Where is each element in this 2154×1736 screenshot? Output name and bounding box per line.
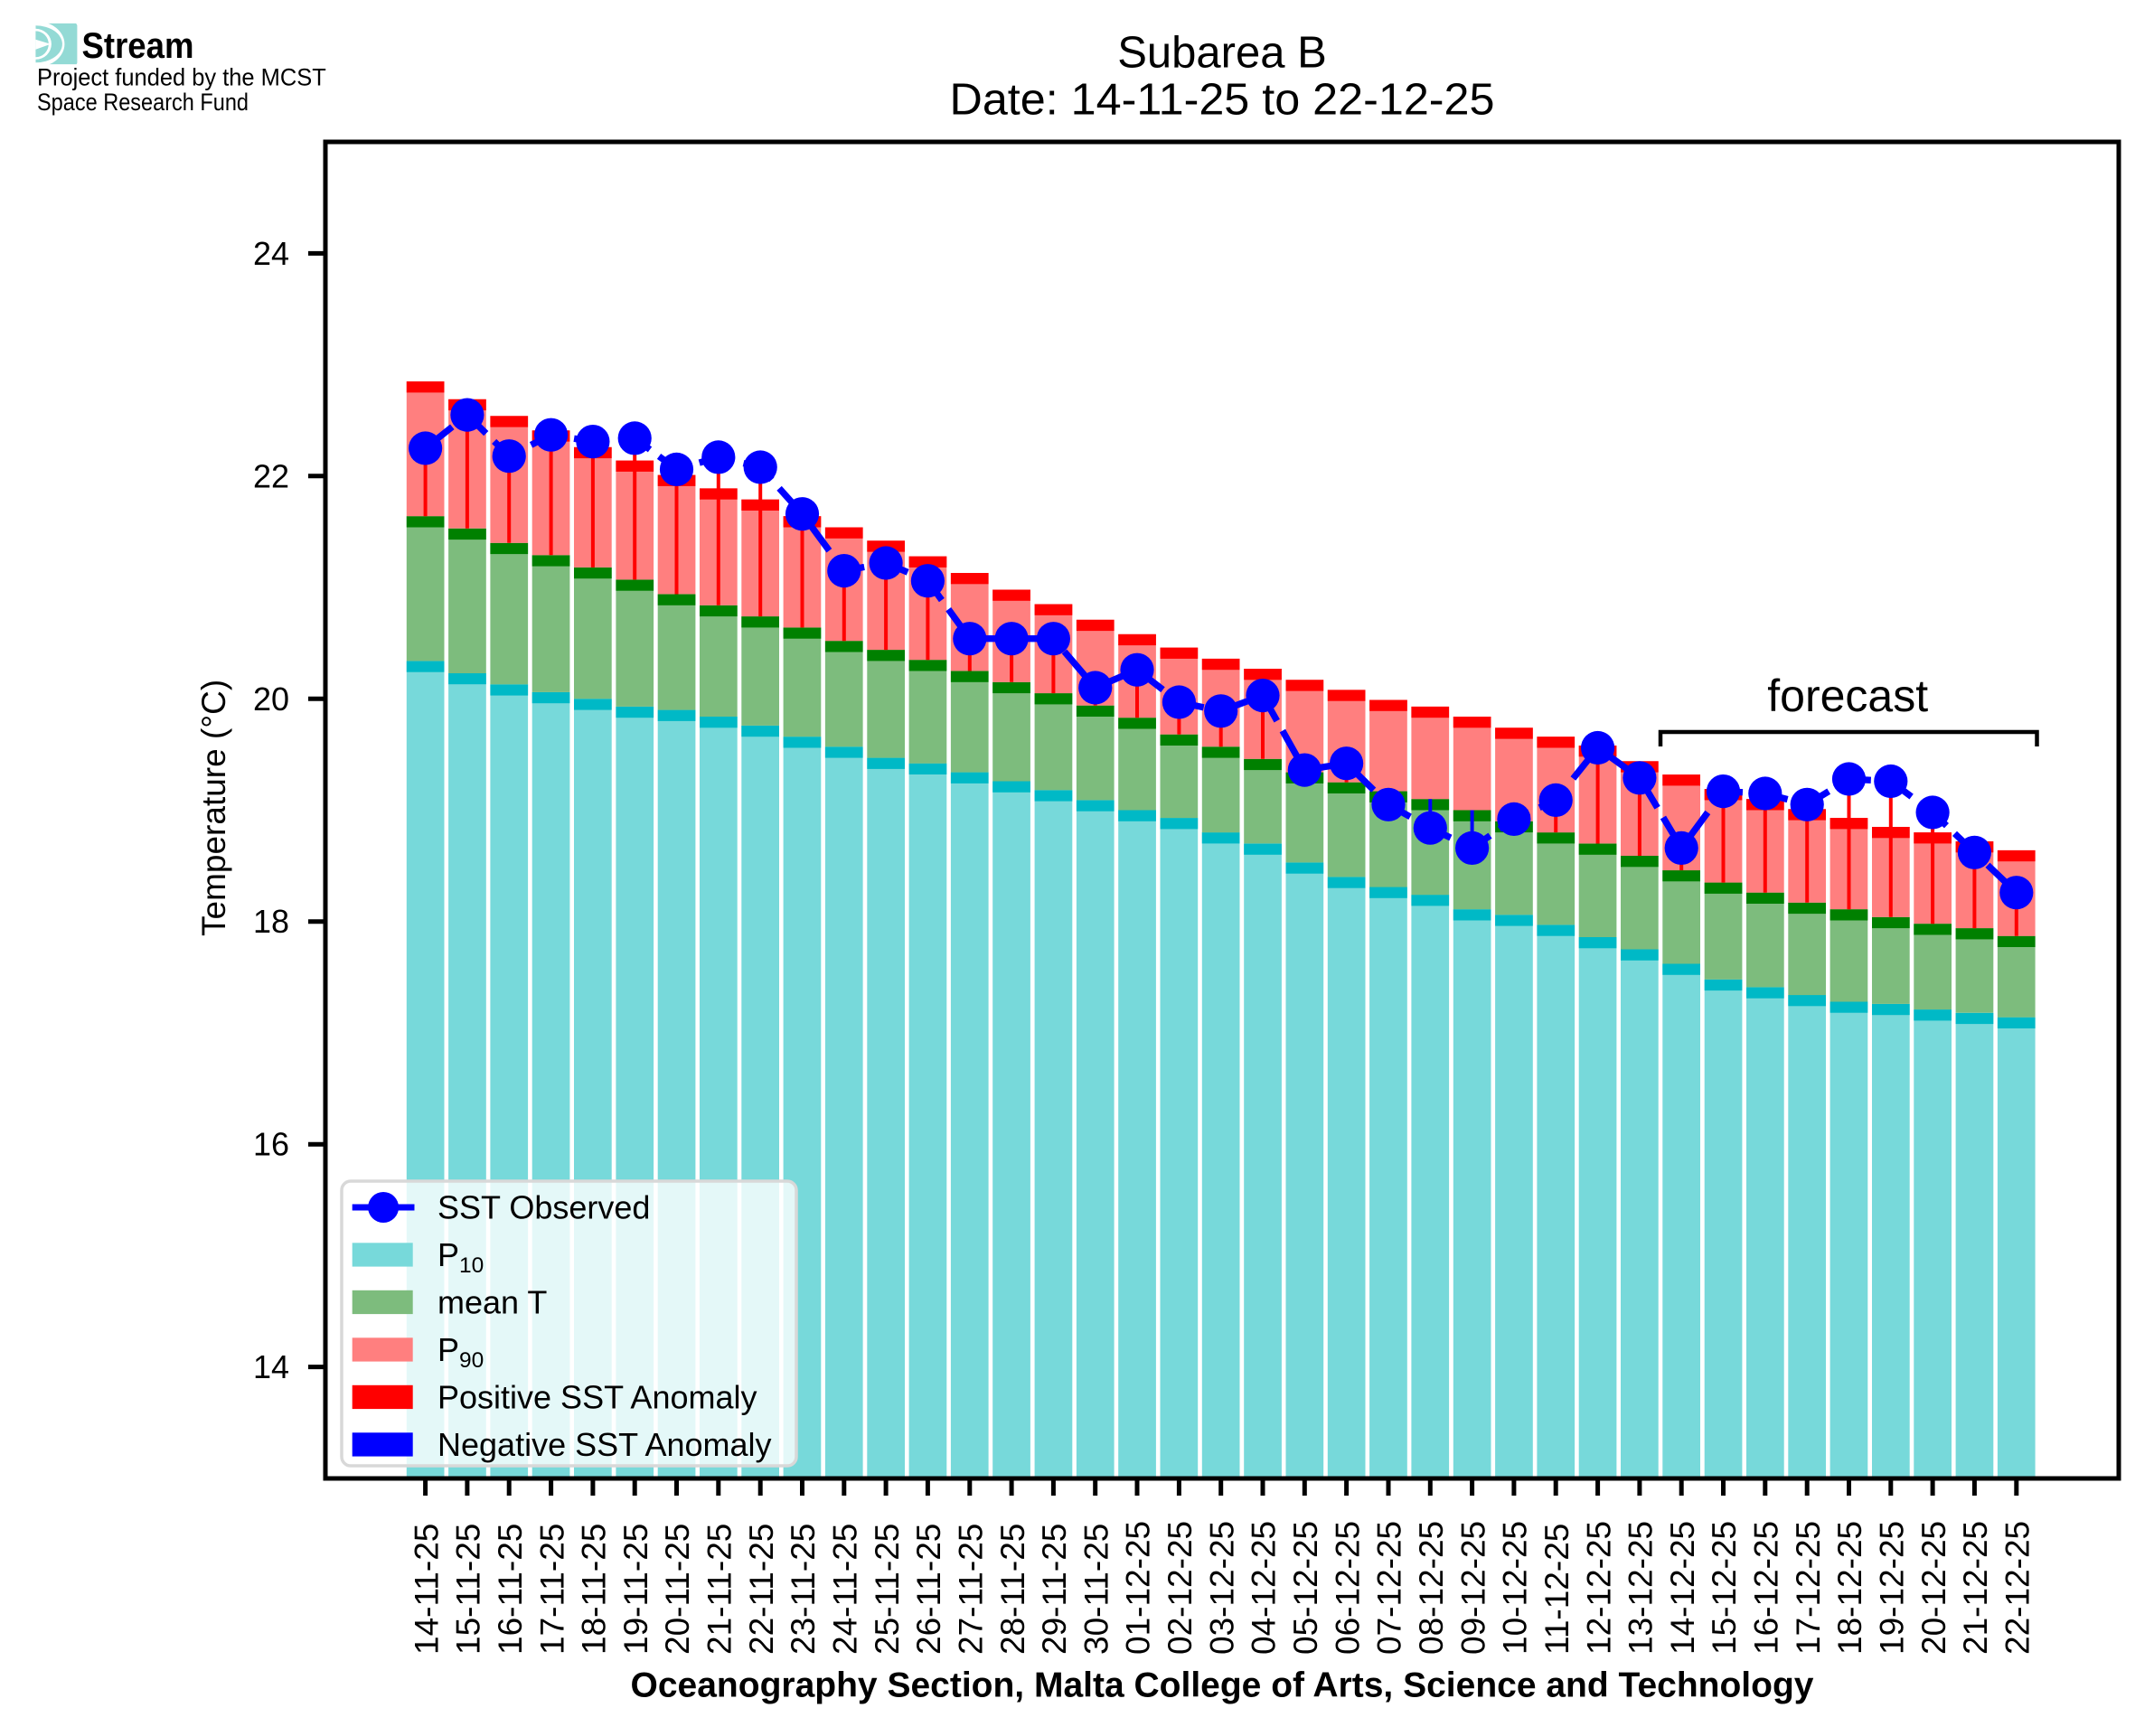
svg-text:05-12-25: 05-12-25: [1287, 1521, 1324, 1655]
svg-text:22-11-25: 22-11-25: [743, 1524, 780, 1655]
svg-text:27-11-25: 27-11-25: [953, 1524, 990, 1655]
svg-text:14: 14: [253, 1348, 289, 1385]
svg-text:03-12-25: 03-12-25: [1203, 1521, 1240, 1655]
svg-text:26-11-25: 26-11-25: [910, 1524, 947, 1655]
svg-text:16-12-25: 16-12-25: [1748, 1521, 1785, 1655]
svg-text:29-11-25: 29-11-25: [1036, 1524, 1073, 1655]
svg-text:mean T: mean T: [437, 1284, 547, 1321]
svg-text:30-11-25: 30-11-25: [1077, 1524, 1115, 1655]
svg-text:12-12-25: 12-12-25: [1580, 1521, 1617, 1655]
svg-text:18-11-25: 18-11-25: [576, 1524, 613, 1655]
svg-text:forecast: forecast: [1767, 671, 1928, 721]
svg-text:09-12-25: 09-12-25: [1454, 1521, 1491, 1655]
svg-text:Temperature (°C): Temperature (°C): [195, 680, 232, 936]
svg-text:Subarea B: Subarea B: [1117, 29, 1327, 78]
svg-text:Date: 14-11-25 to 22-12-25: Date: 14-11-25 to 22-12-25: [950, 75, 1495, 124]
svg-text:15-12-25: 15-12-25: [1706, 1521, 1743, 1655]
svg-text:Stream: Stream: [82, 26, 194, 66]
svg-text:14-11-25: 14-11-25: [408, 1524, 445, 1655]
svg-text:20-11-25: 20-11-25: [659, 1524, 696, 1655]
svg-text:17-11-25: 17-11-25: [533, 1524, 570, 1655]
svg-text:24: 24: [253, 235, 289, 272]
svg-text:02-12-25: 02-12-25: [1162, 1521, 1199, 1655]
svg-text:SST Observed: SST Observed: [437, 1189, 650, 1226]
svg-text:21-11-25: 21-11-25: [701, 1524, 738, 1655]
svg-text:15-11-25: 15-11-25: [450, 1524, 487, 1655]
svg-text:16: 16: [253, 1126, 289, 1163]
svg-text:22: 22: [253, 457, 289, 494]
svg-text:23-11-25: 23-11-25: [785, 1524, 822, 1655]
svg-text:06-12-25: 06-12-25: [1329, 1521, 1366, 1655]
svg-text:Project funded by the MCST: Project funded by the MCST: [37, 64, 326, 91]
svg-text:25-11-25: 25-11-25: [869, 1524, 906, 1655]
svg-text:28-11-25: 28-11-25: [994, 1524, 1031, 1655]
svg-text:16-11-25: 16-11-25: [492, 1524, 529, 1655]
svg-text:08-12-25: 08-12-25: [1413, 1521, 1450, 1655]
svg-text:13-12-25: 13-12-25: [1623, 1521, 1660, 1655]
svg-text:18: 18: [253, 903, 289, 940]
svg-text:07-12-25: 07-12-25: [1371, 1521, 1408, 1655]
svg-text:Negative SST Anomaly: Negative SST Anomaly: [437, 1426, 772, 1463]
svg-text:04-12-25: 04-12-25: [1246, 1521, 1283, 1655]
svg-text:18-12-25: 18-12-25: [1831, 1521, 1868, 1655]
svg-text:24-11-25: 24-11-25: [827, 1524, 864, 1655]
svg-text:19-11-25: 19-11-25: [617, 1524, 654, 1655]
svg-text:22-12-25: 22-12-25: [1999, 1521, 2036, 1655]
svg-text:11-12-25: 11-12-25: [1538, 1524, 1576, 1655]
svg-text:Positive SST Anomaly: Positive SST Anomaly: [437, 1379, 757, 1416]
svg-text:10-12-25: 10-12-25: [1497, 1521, 1534, 1655]
svg-text:20-12-25: 20-12-25: [1915, 1521, 1952, 1655]
svg-text:Oceanography Section, Malta Co: Oceanography Section, Malta College of A…: [631, 1666, 1814, 1705]
svg-text:19-12-25: 19-12-25: [1874, 1521, 1911, 1655]
svg-text:17-12-25: 17-12-25: [1790, 1521, 1827, 1655]
svg-text:20: 20: [253, 680, 289, 718]
svg-text:14-12-25: 14-12-25: [1664, 1521, 1701, 1655]
svg-text:01-12-25: 01-12-25: [1120, 1521, 1157, 1655]
svg-text:Space Research Fund: Space Research Fund: [37, 89, 249, 116]
svg-text:21-12-25: 21-12-25: [1957, 1521, 1994, 1655]
